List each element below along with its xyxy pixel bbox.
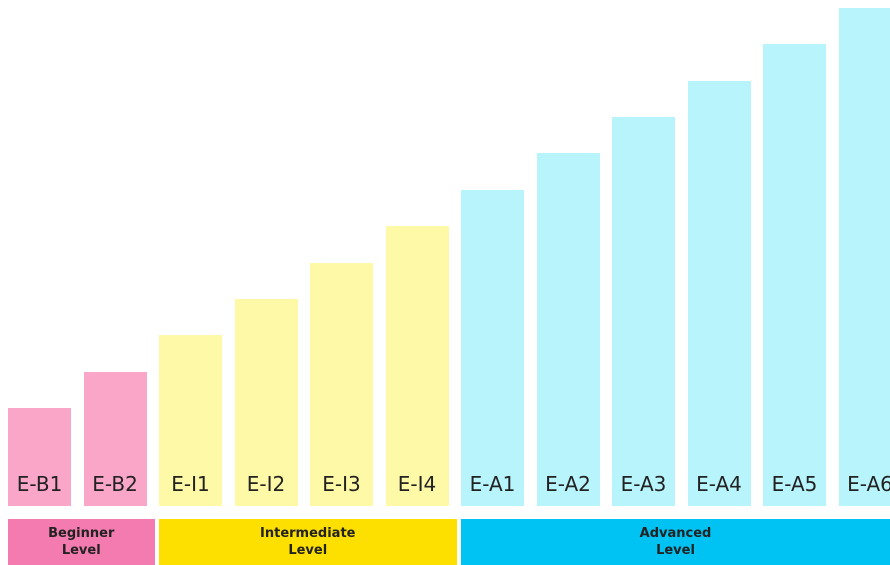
step-label: E-B1 <box>16 472 63 496</box>
step-bar-e-i2: E-I2 <box>234 298 298 506</box>
step-bar-e-i4: E-I4 <box>385 226 449 506</box>
level-label: Intermediate Level <box>260 526 356 558</box>
step-label: E-A1 <box>469 471 516 496</box>
step-label: E-A5 <box>771 471 818 496</box>
level-label: Beginner Level <box>48 526 115 558</box>
step-bar-e-a4: E-A4 <box>687 80 751 506</box>
step-label: E-B2 <box>92 471 138 496</box>
step-bar-e-a6: E-A6 <box>838 8 890 506</box>
step-bar-e-b2: E-B2 <box>83 371 147 506</box>
step-label: E-I3 <box>322 471 361 496</box>
step-bar-e-i3: E-I3 <box>310 262 373 506</box>
step-label: E-A4 <box>696 471 742 496</box>
step-label: E-A6 <box>847 472 890 496</box>
advanced-level-band: Advanced Level <box>461 519 890 565</box>
step-bar-e-a2: E-A2 <box>536 153 600 506</box>
beginner-level-band: Beginner Level <box>8 519 155 565</box>
intermediate-level-band: Intermediate Level <box>159 519 457 565</box>
step-bar-e-a5: E-A5 <box>763 44 826 506</box>
step-bar-e-b1: E-B1 <box>8 408 71 506</box>
level-label: Advanced Level <box>639 526 712 558</box>
step-bar-e-i1: E-I1 <box>159 335 222 506</box>
step-bar-e-a3: E-A3 <box>612 117 675 506</box>
step-label: E-I1 <box>171 471 210 496</box>
step-label: E-A3 <box>620 471 667 496</box>
step-label: E-I2 <box>246 471 286 496</box>
step-label: E-A2 <box>545 471 591 496</box>
step-bar-e-a1: E-A1 <box>461 189 524 506</box>
step-label: E-I4 <box>397 471 437 496</box>
